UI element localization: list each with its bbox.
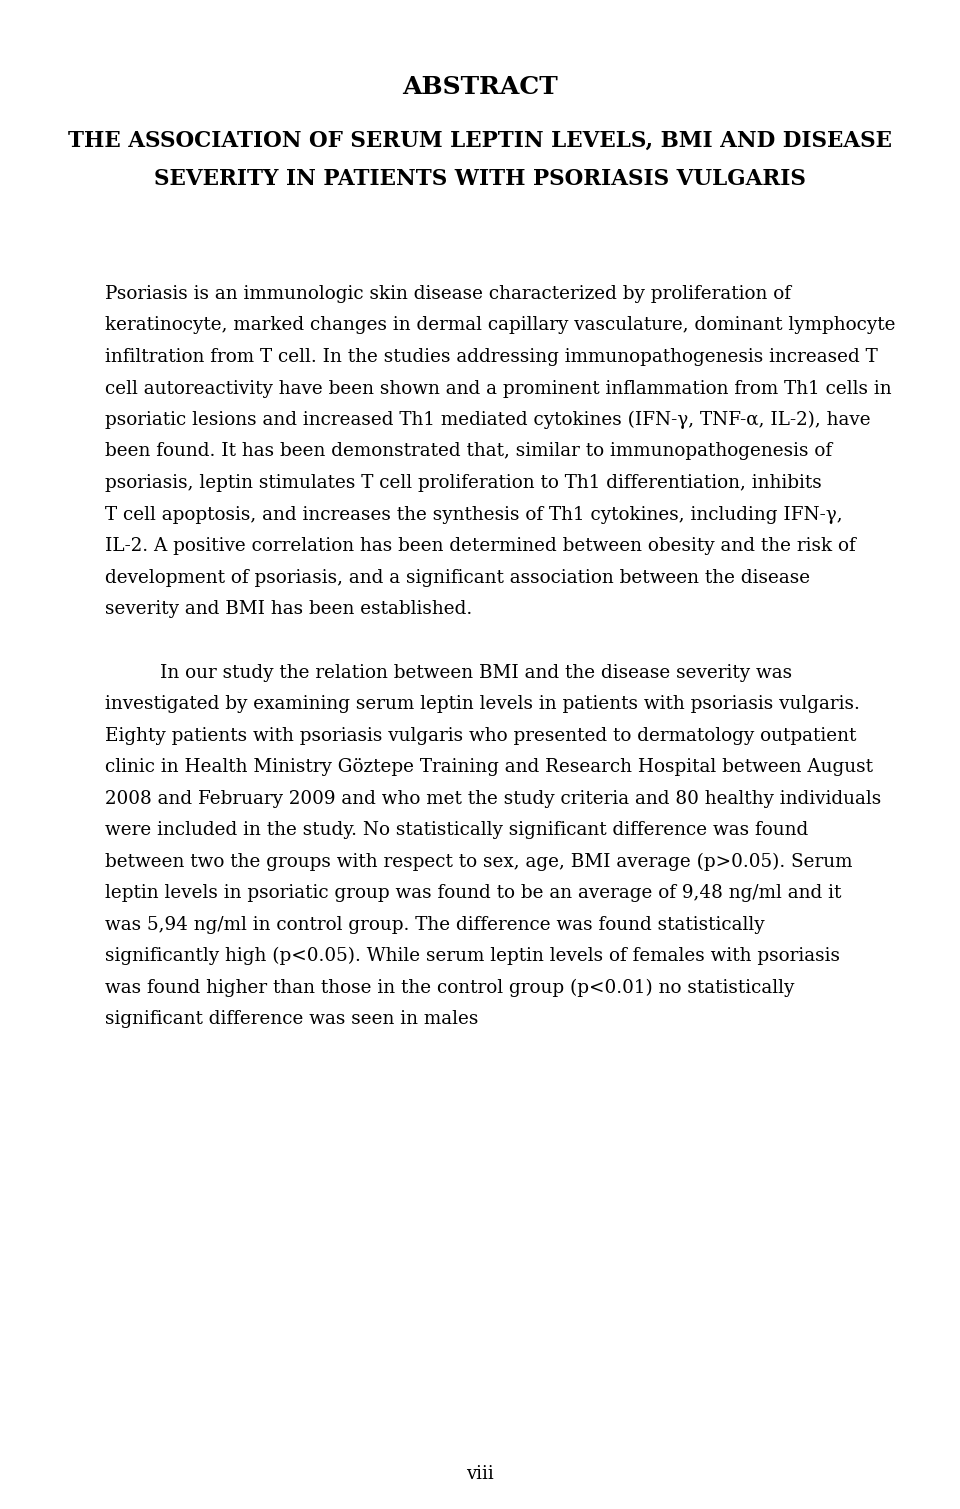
- Text: been found. It has been demonstrated that, similar to immunopathogenesis of: been found. It has been demonstrated tha…: [105, 442, 832, 460]
- Text: significant difference was seen in males: significant difference was seen in males: [105, 1010, 478, 1028]
- Text: In our study the relation between BMI and the disease severity was: In our study the relation between BMI an…: [160, 664, 792, 682]
- Text: between two the groups with respect to sex, age, BMI average (p>0.05). Serum: between two the groups with respect to s…: [105, 853, 852, 871]
- Text: was 5,94 ng/ml in control group. The difference was found statistically: was 5,94 ng/ml in control group. The dif…: [105, 916, 764, 934]
- Text: ABSTRACT: ABSTRACT: [402, 75, 558, 100]
- Text: T cell apoptosis, and increases the synthesis of Th1 cytokines, including IFN-γ,: T cell apoptosis, and increases the synt…: [105, 506, 843, 524]
- Text: psoriasis, leptin stimulates T cell proliferation to Th1 differentiation, inhibi: psoriasis, leptin stimulates T cell prol…: [105, 474, 822, 492]
- Text: was found higher than those in the control group (p<0.01) no statistically: was found higher than those in the contr…: [105, 978, 794, 997]
- Text: IL-2. A positive correlation has been determined between obesity and the risk of: IL-2. A positive correlation has been de…: [105, 537, 855, 555]
- Text: THE ASSOCIATION OF SERUM LEPTIN LEVELS, BMI AND DISEASE: THE ASSOCIATION OF SERUM LEPTIN LEVELS, …: [68, 130, 892, 152]
- Text: keratinocyte, marked changes in dermal capillary vasculature, dominant lymphocyt: keratinocyte, marked changes in dermal c…: [105, 317, 896, 335]
- Text: viii: viii: [467, 1465, 493, 1483]
- Text: 2008 and February 2009 and who met the study criteria and 80 healthy individuals: 2008 and February 2009 and who met the s…: [105, 789, 881, 807]
- Text: development of psoriasis, and a significant association between the disease: development of psoriasis, and a signific…: [105, 569, 810, 587]
- Text: were included in the study. No statistically significant difference was found: were included in the study. No statistic…: [105, 821, 808, 839]
- Text: leptin levels in psoriatic group was found to be an average of 9,48 ng/ml and it: leptin levels in psoriatic group was fou…: [105, 884, 841, 902]
- Text: cell autoreactivity have been shown and a prominent inflammation from Th1 cells : cell autoreactivity have been shown and …: [105, 379, 892, 397]
- Text: Psoriasis is an immunologic skin disease characterized by proliferation of: Psoriasis is an immunologic skin disease…: [105, 285, 791, 303]
- Text: investigated by examining serum leptin levels in patients with psoriasis vulgari: investigated by examining serum leptin l…: [105, 696, 860, 712]
- Text: psoriatic lesions and increased Th1 mediated cytokines (IFN-γ, TNF-α, IL-2), hav: psoriatic lesions and increased Th1 medi…: [105, 410, 871, 429]
- Text: SEVERITY IN PATIENTS WITH PSORIASIS VULGARIS: SEVERITY IN PATIENTS WITH PSORIASIS VULG…: [154, 167, 806, 190]
- Text: significantly high (p<0.05). While serum leptin levels of females with psoriasis: significantly high (p<0.05). While serum…: [105, 948, 840, 966]
- Text: Eighty patients with psoriasis vulgaris who presented to dermatology outpatient: Eighty patients with psoriasis vulgaris …: [105, 726, 856, 744]
- Text: severity and BMI has been established.: severity and BMI has been established.: [105, 601, 472, 619]
- Text: clinic in Health Ministry Göztepe Training and Research Hospital between August: clinic in Health Ministry Göztepe Traini…: [105, 758, 873, 776]
- Text: infiltration from T cell. In the studies addressing immunopathogenesis increased: infiltration from T cell. In the studies…: [105, 349, 877, 367]
